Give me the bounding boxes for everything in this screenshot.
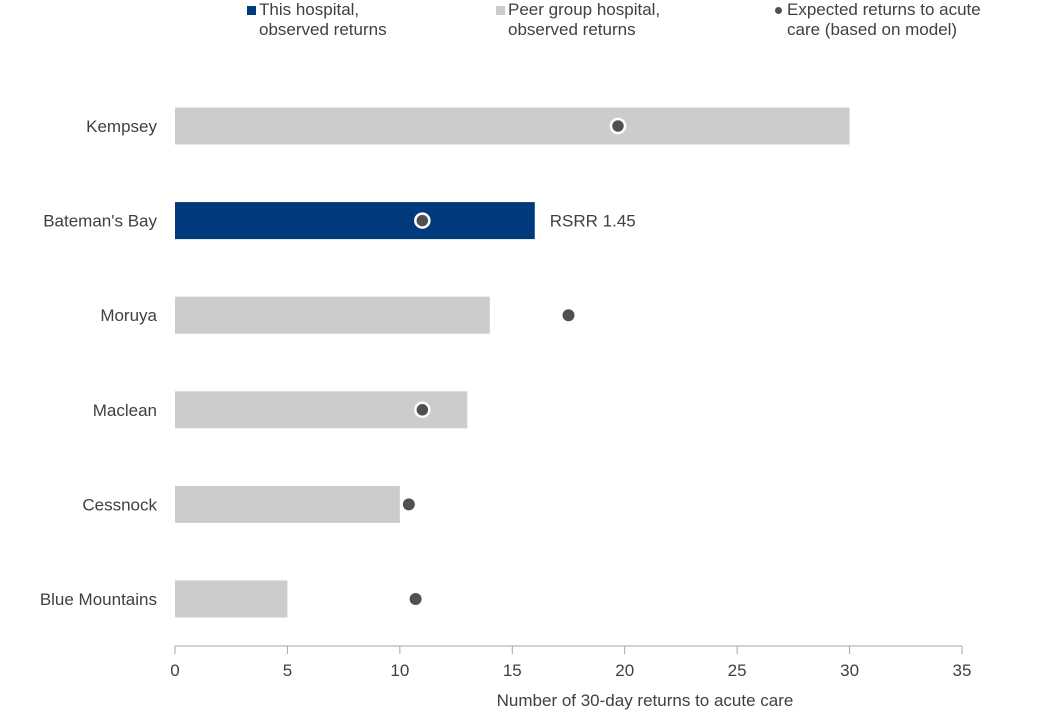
expected-point-kempsey [609,117,627,135]
category-label-maclean: Maclean [93,401,157,420]
legend-label-this-hospital: This hospital, observed returns [259,0,387,39]
x-tick-label-15: 15 [503,661,522,680]
expected-point-bateman-s-bay [414,212,431,229]
category-label-moruya: Moruya [100,306,157,325]
x-tick-label-20: 20 [615,661,634,680]
x-tick-label-35: 35 [953,661,972,680]
legend-label-expected: Expected returns to acute care (based on… [787,0,981,39]
expected-point-cessnock [402,498,415,511]
legend-label-peer-group: Peer group hospital, observed returns [508,0,661,39]
bar-peer-cessnock [175,485,400,523]
legend-item-peer-group: Peer group hospital, observed returns [496,0,660,40]
x-axis-title: Number of 30-day returns to acute care [497,691,794,710]
x-tick-label-5: 5 [283,661,292,680]
x-tick-label-30: 30 [840,661,859,680]
category-label-kempsey: Kempsey [86,117,157,136]
bar-peer-kempsey [175,107,850,145]
legend-item-expected: Expected returns to acute care (based on… [775,0,981,40]
bar-peer-moruya [175,296,490,334]
category-label-blue-mountains: Blue Mountains [40,590,157,609]
category-label-bateman-s-bay: Bateman's Bay [43,212,157,231]
bar-peer-blue-mountains [175,580,288,618]
expected-point-maclean [414,401,431,419]
legend-swatch-this-hospital [247,6,256,15]
bar-this-hospital-bateman-s-bay [175,202,535,240]
x-tick-label-25: 25 [728,661,747,680]
annotation-bateman-s-bay: RSRR 1.45 [550,212,636,231]
x-tick-label-10: 10 [390,661,409,680]
expected-point-moruya [562,309,575,322]
legend-item-this-hospital: This hospital, observed returns [247,0,387,40]
x-tick-label-0: 0 [170,661,179,680]
legend-swatch-expected [775,7,782,14]
legend-swatch-peer-group [496,6,505,15]
expected-point-blue-mountains [409,593,422,605]
category-label-cessnock: Cessnock [82,495,157,514]
